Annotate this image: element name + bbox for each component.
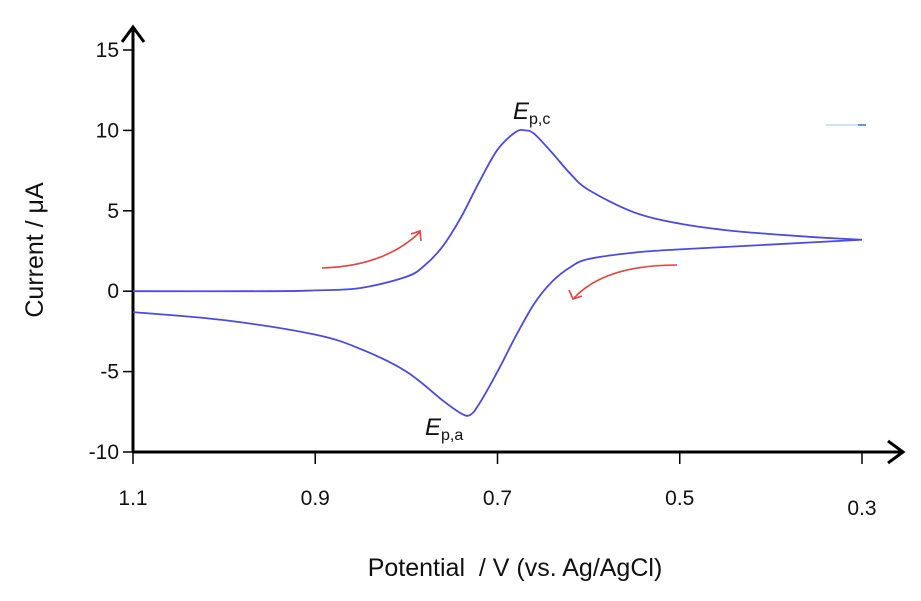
peak-label-cathodic: Ep,c	[513, 98, 550, 128]
tick-labels: 15 10 5 0 -5 -10 1.1 0.9 0.7 0.5 0.3	[89, 39, 877, 520]
scan-direction-arrow-reverse	[568, 264, 678, 300]
x-axis-title: Potential / V (vs. Ag/AgCl)	[368, 554, 663, 582]
axes	[120, 24, 906, 465]
series-group	[132, 128, 863, 417]
y-tick-label: 5	[107, 200, 119, 223]
x-tick-label: 1.1	[118, 487, 147, 510]
series-line-reverse	[132, 238, 863, 417]
y-axis-arrowhead	[120, 24, 146, 43]
y-tick-label: -5	[100, 361, 119, 384]
x-tick-label: 0.7	[483, 487, 512, 510]
x-tick-label: 0.3	[847, 497, 876, 520]
x-axis-arrowhead	[887, 439, 906, 465]
y-tick-label: -10	[89, 441, 119, 464]
y-tick-label: 0	[107, 280, 119, 303]
scan-direction-arrow-forward	[321, 229, 422, 269]
x-tick-label: 0.9	[301, 487, 330, 510]
x-tick-label: 0.5	[665, 487, 694, 510]
series-line-forward	[132, 128, 863, 293]
y-tick-label: 10	[96, 119, 119, 142]
y-axis-title: Current / μA	[21, 182, 49, 318]
peak-label-anodic: Ep,a	[425, 414, 463, 444]
y-tick-label: 15	[96, 39, 119, 62]
